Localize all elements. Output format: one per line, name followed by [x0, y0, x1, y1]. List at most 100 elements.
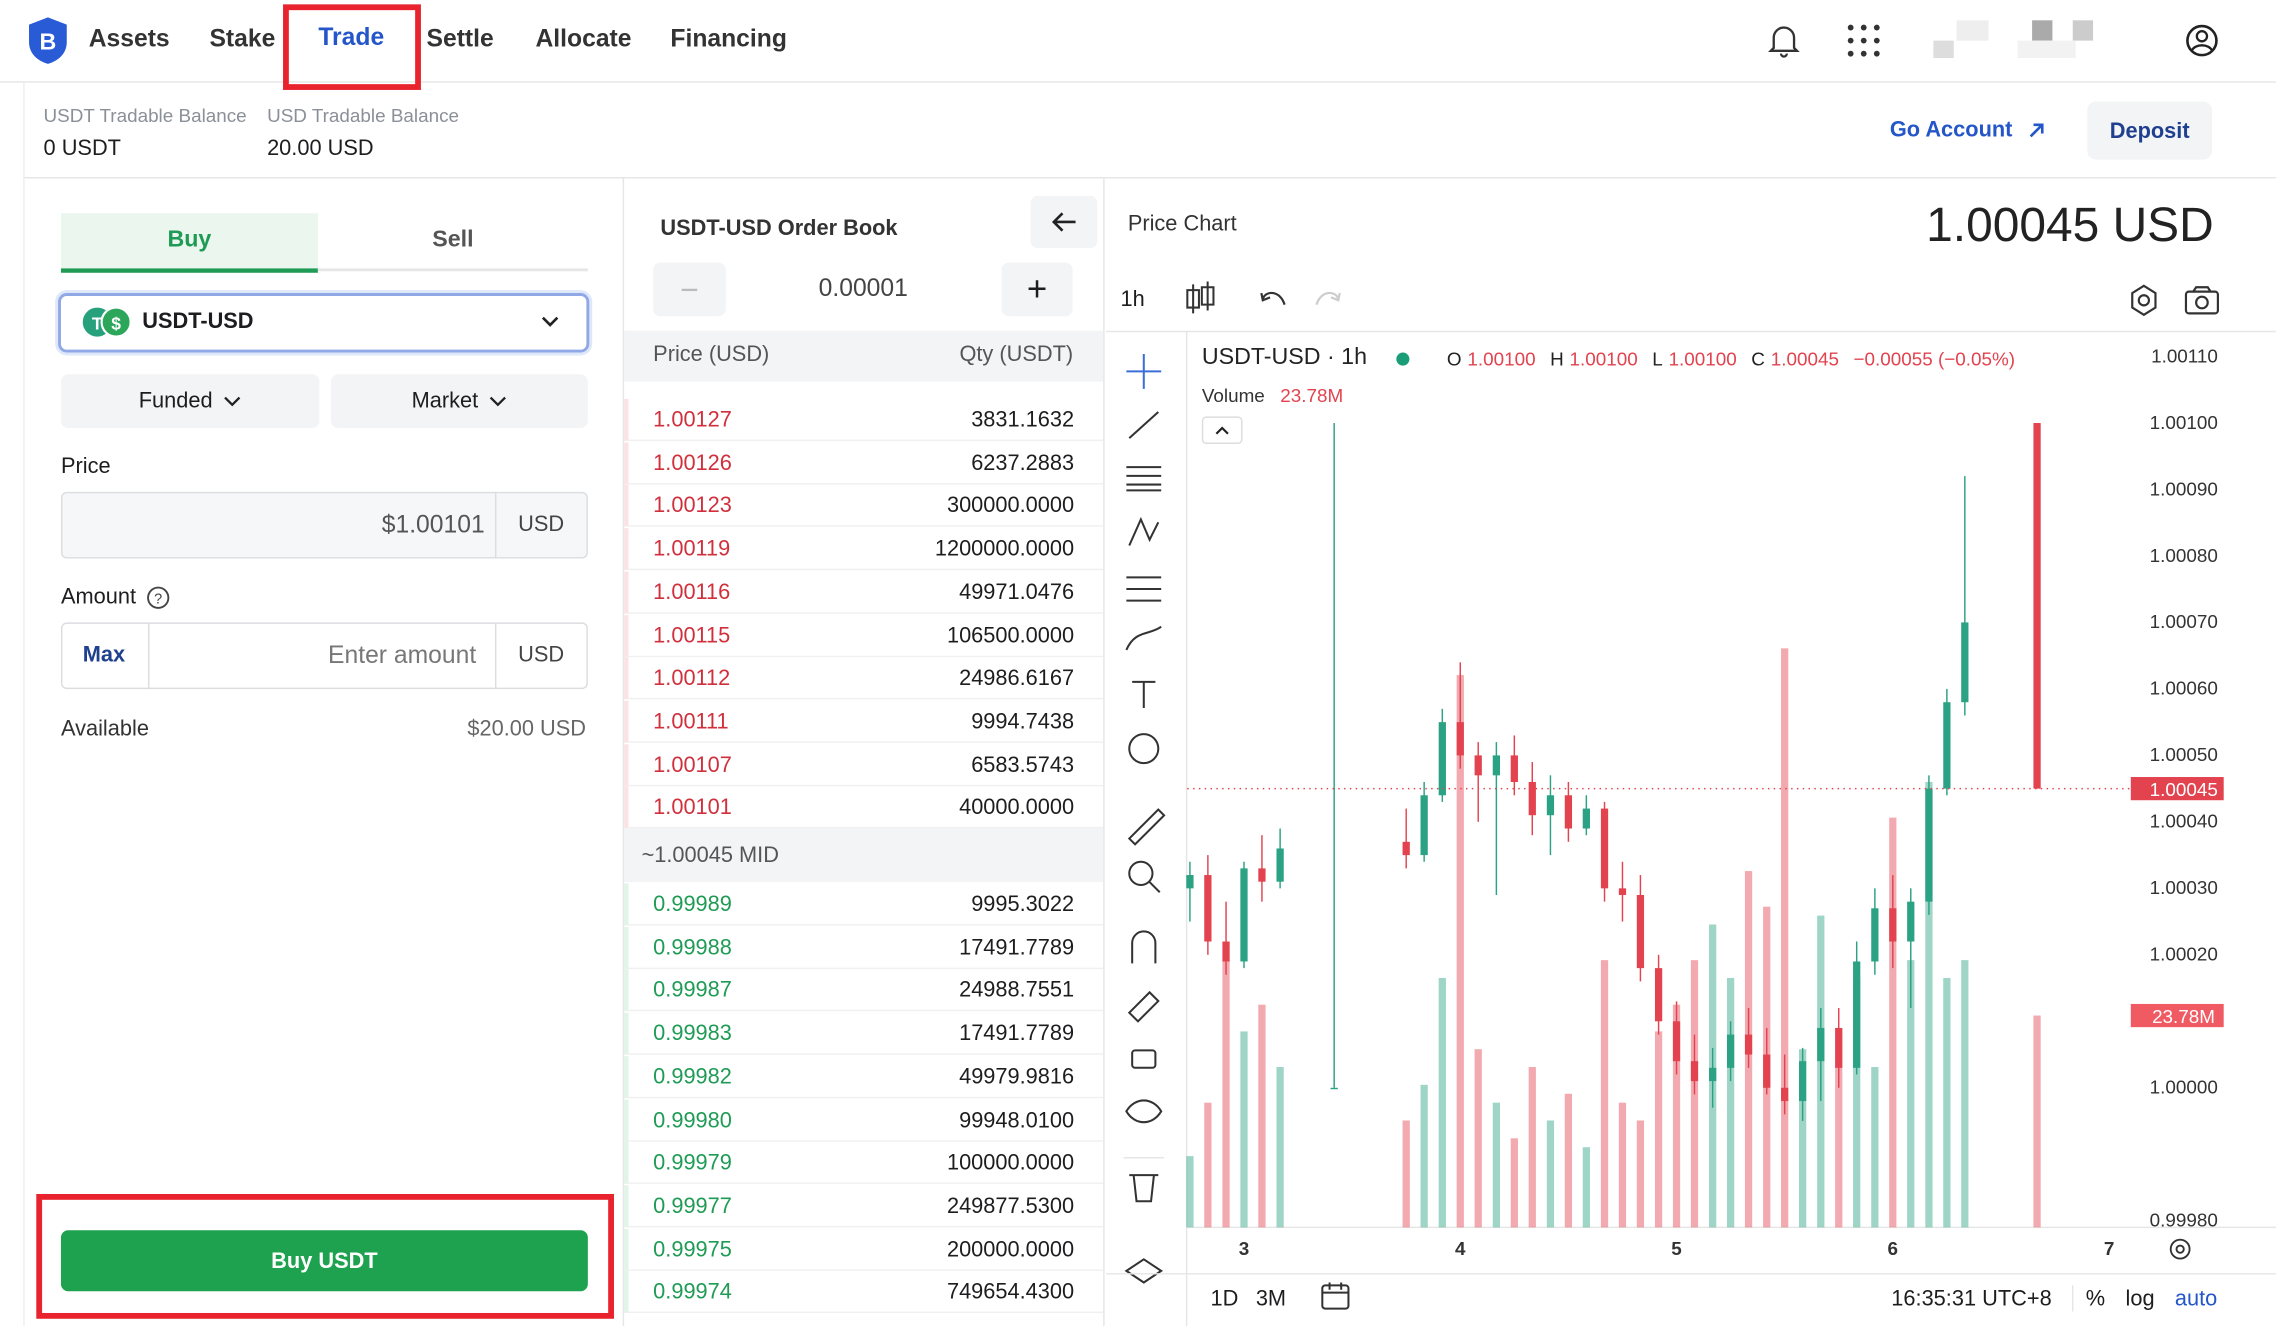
candle-body — [1438, 722, 1446, 796]
volume-bar — [1240, 1031, 1248, 1228]
drawing-tools — [1123, 353, 1166, 1284]
apps-icon[interactable] — [1846, 23, 1881, 58]
max-button[interactable]: Max — [82, 642, 126, 668]
ask-row[interactable]: 1.00127 3831.1632 — [624, 398, 1104, 442]
nav-item[interactable]: Assets — [88, 24, 170, 53]
bid-row[interactable]: 0.99979 100000.0000 — [624, 1142, 1104, 1185]
price: 1.00116 — [653, 580, 731, 605]
y-tick-label: 1.00050 — [2150, 744, 2218, 765]
option-label: Funded — [138, 388, 213, 414]
ask-row[interactable]: 1.00126 6237.2883 — [624, 442, 1104, 485]
pair-select[interactable] — [58, 293, 590, 353]
bid-row[interactable]: 0.99974 749654.4300 — [624, 1271, 1104, 1314]
amount-placeholder: Enter amount — [328, 641, 477, 669]
y-tick-label: 1.00040 — [2150, 811, 2218, 832]
profile-icon[interactable] — [2183, 22, 2221, 60]
price: 1.00115 — [653, 623, 731, 648]
x-tick-label: 5 — [1671, 1238, 1682, 1259]
qty: 99948.0100 — [959, 1107, 1075, 1133]
candle-body — [1763, 1054, 1771, 1088]
candle-body — [1582, 808, 1590, 829]
logo[interactable]: B — [26, 16, 70, 65]
bid-row[interactable]: 0.99982 49979.9816 — [624, 1055, 1104, 1098]
volume-bar — [1258, 1004, 1266, 1228]
svg-text:$: $ — [111, 313, 121, 333]
nav-item[interactable]: Allocate — [535, 24, 632, 53]
nav-item[interactable]: Stake — [209, 24, 276, 53]
legend-key: C — [1751, 347, 1765, 370]
chevron — [541, 316, 559, 327]
bid-row[interactable]: 0.99980 99948.0100 — [624, 1098, 1104, 1142]
nav-item[interactable]: Trade — [318, 23, 385, 51]
legend-value: 1.00100 — [1569, 347, 1638, 370]
y-tick-label: 0.99980 — [2150, 1210, 2218, 1231]
volume-bar — [1726, 977, 1735, 1228]
chart-legend: USDT-USD · 1h O 1.00100 H 1.00100 L 1.00100… — [1202, 345, 2015, 371]
bid-row[interactable]: 0.99983 17491.7789 — [624, 1012, 1104, 1055]
volume-bar — [1943, 977, 1951, 1228]
price: 1.00126 — [653, 450, 732, 476]
candle-body — [1925, 788, 1933, 902]
funded-select[interactable]: Funded — [60, 374, 320, 428]
help-icon[interactable]: ? — [147, 586, 170, 609]
ask-row[interactable]: 1.00111 9994.7438 — [624, 700, 1104, 743]
price: 1.00123 — [653, 493, 732, 519]
ask-row[interactable]: 1.00115 106500.0000 — [624, 614, 1104, 657]
range-button[interactable]: 3M — [1255, 1286, 1287, 1312]
range-button[interactable]: 1D — [1210, 1286, 1239, 1312]
qty: 100000.0000 — [946, 1150, 1075, 1176]
ask-row[interactable]: 1.00112 24986.6167 — [624, 657, 1104, 700]
deposit-button[interactable]: Deposit — [2087, 101, 2213, 160]
chevron — [224, 395, 241, 406]
price: 0.99989 — [653, 892, 732, 917]
candle-body — [1186, 875, 1194, 889]
bid-row[interactable]: 0.99977 249877.5300 — [624, 1185, 1104, 1228]
scale-option[interactable]: log — [2125, 1286, 2155, 1312]
nav-item[interactable]: Financing — [670, 24, 787, 53]
candle-body — [1907, 901, 1915, 942]
market-select[interactable]: Market — [330, 374, 588, 428]
candle-body — [1672, 1021, 1681, 1062]
bid-row[interactable]: 0.99975 200000.0000 — [624, 1228, 1104, 1271]
legend-symbol: USDT-USD · 1h — [1201, 345, 1368, 370]
increment-button[interactable]: + — [1001, 262, 1073, 317]
price-input[interactable] — [60, 491, 588, 559]
price: 0.99983 — [653, 1021, 732, 1047]
volume-bar — [1186, 1156, 1194, 1228]
candle-body — [1240, 868, 1248, 962]
buy-button[interactable]: Buy USDT — [60, 1230, 588, 1292]
nav-item[interactable]: Settle — [426, 24, 494, 53]
volume-bar — [1925, 781, 1933, 1228]
ask-row[interactable]: 1.00101 40000.0000 — [624, 786, 1104, 829]
amount-input[interactable] — [60, 622, 588, 690]
sell-tab[interactable]: Sell — [317, 213, 588, 272]
go-account-link[interactable]: Go Account — [1889, 117, 2013, 143]
ask-row[interactable]: 1.00123 300000.0000 — [624, 485, 1104, 528]
collapse-button[interactable] — [1030, 195, 1098, 249]
decrement-button[interactable]: − — [653, 262, 726, 317]
legend-value: 1.00045 — [1770, 347, 1839, 370]
ask-row[interactable]: 1.00119 1200000.0000 — [624, 528, 1104, 571]
y-tick-label: 1.00080 — [2150, 545, 2218, 566]
bid-row[interactable]: 0.99989 9995.3022 — [624, 883, 1104, 926]
bell-icon[interactable] — [1765, 22, 1803, 60]
volume-bar — [1474, 1049, 1482, 1228]
volume-bar — [1564, 1093, 1573, 1228]
candle-body — [1690, 1061, 1699, 1082]
y-tick-label: 1.00110 — [2151, 345, 2218, 366]
ask-row[interactable]: 1.00107 6583.5743 — [624, 743, 1104, 786]
volume-bar — [1835, 1067, 1843, 1228]
collapse-legend[interactable] — [1201, 416, 1243, 444]
bid-row[interactable]: 0.99987 24988.7551 — [624, 969, 1104, 1012]
scale-option[interactable]: % — [2085, 1286, 2106, 1312]
interval-button[interactable]: 1h — [1120, 287, 1145, 312]
ask-row[interactable]: 1.00116 49971.0476 — [624, 571, 1104, 614]
balance-bar — [23, 82, 2276, 179]
qty: 106500.0000 — [946, 623, 1075, 648]
book-header — [624, 330, 1104, 382]
candle-body — [1943, 702, 1951, 789]
order-form-panel — [23, 176, 625, 1326]
bid-row[interactable]: 0.99988 17491.7789 — [624, 926, 1104, 969]
buy-tab[interactable]: Buy — [60, 213, 318, 273]
scale-option[interactable]: auto — [2174, 1286, 2218, 1312]
